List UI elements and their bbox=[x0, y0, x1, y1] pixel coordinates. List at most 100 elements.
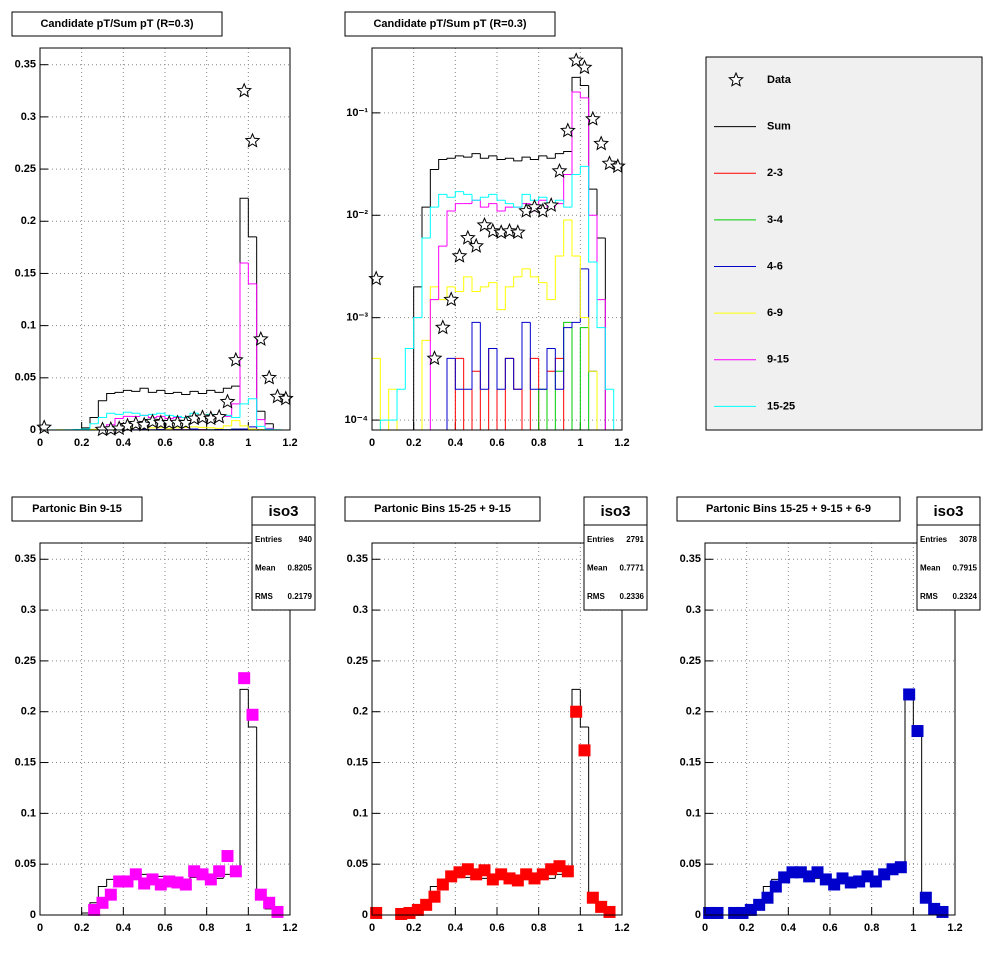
y-tick-label: 0.05 bbox=[680, 858, 701, 870]
histogram-bin bbox=[231, 420, 240, 426]
data-point bbox=[936, 905, 949, 918]
plot-frame-bg bbox=[40, 48, 290, 430]
histogram-bin bbox=[488, 348, 497, 390]
x-tick-label: 0 bbox=[37, 922, 43, 934]
histogram-bin bbox=[546, 155, 556, 159]
histogram-bin bbox=[172, 416, 182, 419]
stats-label: RMS bbox=[255, 592, 273, 601]
histogram-bin bbox=[488, 203, 497, 208]
x-tick-label: 0 bbox=[37, 437, 43, 449]
stats-label: RMS bbox=[920, 592, 938, 601]
histogram-bin bbox=[446, 210, 456, 247]
histogram-bin bbox=[222, 387, 232, 393]
histogram-bin bbox=[496, 155, 506, 161]
x-tick-label: 1.2 bbox=[282, 922, 297, 934]
histogram-bin bbox=[513, 158, 522, 162]
stats-label: Entries bbox=[920, 535, 948, 544]
y-tick-label: 0.2 bbox=[353, 706, 368, 718]
y-tick-label: 0.35 bbox=[15, 553, 36, 565]
data-point bbox=[476, 216, 493, 232]
histogram-bin bbox=[231, 415, 240, 418]
histogram-bin bbox=[496, 194, 506, 201]
data-point bbox=[219, 393, 236, 409]
histogram-bin bbox=[122, 411, 132, 415]
histogram-bin bbox=[588, 166, 597, 263]
histogram-bin bbox=[264, 426, 274, 430]
data-point bbox=[269, 388, 286, 404]
data-point bbox=[570, 705, 583, 718]
histogram-bin bbox=[81, 428, 90, 430]
histogram-bin bbox=[247, 398, 257, 404]
data-point bbox=[919, 891, 932, 904]
histogram-bin bbox=[214, 390, 224, 393]
legend-label: Data bbox=[767, 74, 792, 86]
data-point bbox=[277, 390, 294, 406]
histogram-bin bbox=[256, 398, 265, 427]
histogram-bin bbox=[379, 419, 389, 430]
x-tick-label: 0.4 bbox=[781, 922, 797, 934]
panel: Partonic Bin 9-15 0 0.2 0.4 0.6 0.8 1 1.2 0 0.05 0… bbox=[11, 496, 316, 934]
data-point bbox=[244, 132, 261, 148]
stats-value: 0.2179 bbox=[288, 592, 313, 601]
histogram-bin bbox=[563, 150, 572, 154]
histogram-bin bbox=[438, 193, 447, 208]
histogram-bin bbox=[471, 194, 481, 201]
y-tick-label: 0.15 bbox=[347, 756, 368, 768]
legend-label: 3-4 bbox=[767, 214, 784, 226]
title-box bbox=[344, 11, 556, 37]
x-tick-label: 1 bbox=[910, 922, 916, 934]
y-tick-label: 0.35 bbox=[680, 553, 701, 565]
y-tick-label: 0.15 bbox=[15, 267, 36, 279]
data-point bbox=[568, 52, 585, 68]
y-tick-label: 0.3 bbox=[21, 604, 36, 616]
y-tick-label: 0 bbox=[30, 909, 36, 921]
histogram-bin bbox=[521, 268, 531, 277]
y-tick-label: 0.25 bbox=[15, 163, 36, 175]
histogram-bin bbox=[247, 689, 257, 728]
stats-value: 0.8205 bbox=[288, 564, 313, 573]
histogram-bin bbox=[139, 387, 149, 392]
title-box bbox=[11, 11, 223, 37]
histogram-bin bbox=[538, 155, 547, 160]
histogram-bin bbox=[554, 153, 564, 159]
histogram-bin bbox=[189, 390, 199, 395]
x-tick-label: 0.6 bbox=[157, 922, 172, 934]
histogram-bin bbox=[496, 348, 506, 390]
y-tick-label: 0.2 bbox=[21, 706, 36, 718]
stats-value: 0.2336 bbox=[620, 592, 645, 601]
x-tick-label: 1 bbox=[577, 922, 583, 934]
histogram-bin bbox=[546, 348, 556, 390]
histogram-bin bbox=[438, 159, 447, 170]
histogram-bin bbox=[122, 389, 132, 393]
stats-value: 2791 bbox=[626, 535, 644, 544]
chart-title: Candidate pT/Sum pT (R=0.3) bbox=[40, 18, 193, 30]
histogram-bin bbox=[513, 276, 522, 287]
y-tick-label: 10⁻¹ bbox=[346, 107, 368, 119]
histogram-bin bbox=[471, 321, 481, 390]
histogram-bin bbox=[429, 168, 439, 208]
title-box bbox=[676, 496, 901, 522]
data-point bbox=[543, 196, 560, 213]
histogram-bin bbox=[479, 200, 489, 208]
stats-box bbox=[251, 496, 316, 611]
stats-label: RMS bbox=[587, 592, 605, 601]
histogram-bin bbox=[97, 416, 107, 424]
data-point bbox=[603, 905, 616, 918]
histogram-bin bbox=[206, 389, 215, 394]
histogram-bin bbox=[579, 327, 589, 430]
stats-label: Mean bbox=[920, 564, 941, 573]
x-tick-label: 0 bbox=[702, 922, 708, 934]
histogram-bin bbox=[538, 276, 547, 284]
data-point bbox=[584, 110, 601, 126]
chart-title: Partonic Bins 15-25 + 9-15 bbox=[374, 503, 511, 515]
histogram-bin bbox=[546, 282, 556, 301]
histogram-bin bbox=[181, 416, 190, 418]
y-tick-label: 0.35 bbox=[347, 553, 368, 565]
histogram-bin bbox=[496, 203, 506, 212]
histogram-bin bbox=[438, 245, 447, 300]
histogram-bin bbox=[106, 878, 115, 887]
histogram-bin bbox=[554, 348, 564, 390]
y-tick-label: 0.3 bbox=[21, 111, 36, 123]
x-tick-label: 0.8 bbox=[199, 437, 214, 449]
data-point bbox=[903, 688, 916, 701]
